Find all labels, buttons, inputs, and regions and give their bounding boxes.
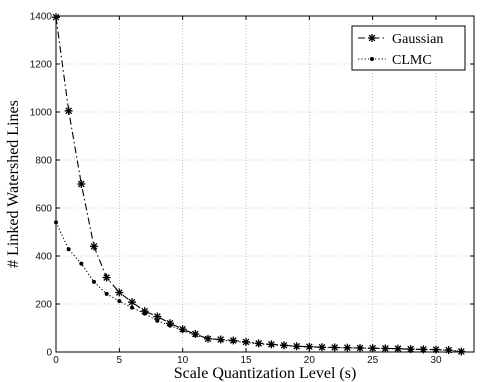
- data-point: [370, 57, 374, 61]
- data-point: [52, 13, 60, 22]
- series-group: [52, 13, 466, 356]
- x-tick-label: 0: [53, 355, 59, 366]
- data-point: [421, 347, 426, 352]
- data-point: [383, 346, 388, 351]
- data-point: [282, 343, 286, 348]
- y-tick-label: 600: [35, 204, 52, 215]
- y-tick-label: 0: [46, 348, 52, 359]
- x-tick-label: 25: [367, 355, 379, 366]
- x-tick-label: 10: [177, 355, 189, 366]
- data-point: [370, 346, 375, 351]
- x-tick-label: 15: [240, 355, 252, 366]
- legend: Gaussian CLMC: [351, 25, 466, 71]
- legend-item-clmc: CLMC: [358, 53, 432, 68]
- y-axis-label: # Linked Watershed Lines: [5, 100, 22, 268]
- data-point: [368, 34, 376, 42]
- data-point: [180, 328, 185, 333]
- data-point: [193, 333, 198, 338]
- data-point: [77, 180, 86, 188]
- data-point: [115, 288, 124, 297]
- data-point: [294, 344, 299, 349]
- data-point: [128, 298, 136, 307]
- data-point: [64, 106, 73, 115]
- data-point: [206, 336, 210, 341]
- legend-box: [351, 25, 466, 71]
- data-point: [90, 242, 98, 251]
- data-point: [332, 345, 337, 350]
- data-point: [358, 346, 362, 351]
- y-tick-label: 800: [35, 156, 52, 167]
- data-point: [244, 340, 248, 345]
- data-point: [54, 220, 58, 225]
- data-point: [446, 348, 451, 353]
- legend-label: Gaussian: [392, 32, 443, 47]
- series-line: [55, 222, 462, 353]
- y-tick-label: 1400: [30, 12, 53, 23]
- y-tick-label: 200: [35, 300, 52, 311]
- x-tick-label: 20: [304, 355, 316, 366]
- data-point: [79, 261, 84, 266]
- data-point: [104, 291, 109, 296]
- data-point: [102, 273, 111, 282]
- series-clmc: [54, 220, 464, 354]
- data-point: [231, 339, 236, 344]
- data-point: [66, 247, 71, 252]
- data-point: [408, 347, 413, 352]
- data-point: [396, 346, 400, 351]
- x-tick-label: 5: [117, 355, 123, 366]
- data-point: [130, 305, 134, 310]
- data-point: [168, 323, 172, 328]
- data-point: [459, 349, 464, 354]
- data-point: [218, 338, 223, 342]
- data-point: [345, 345, 350, 350]
- y-tick-label: 1000: [30, 108, 53, 119]
- x-axis-label: Scale Quantization Level (s): [174, 365, 357, 382]
- legend-label: CLMC: [392, 53, 432, 68]
- plot-frame: [55, 15, 475, 353]
- data-point: [307, 344, 312, 349]
- data-point: [117, 299, 122, 304]
- data-point: [142, 311, 147, 316]
- data-point: [92, 279, 96, 284]
- y-tick-label: 1200: [30, 60, 53, 71]
- legend-item-gaussian: Gaussian: [358, 32, 443, 47]
- x-tick-label: 30: [430, 355, 442, 366]
- data-point: [269, 342, 274, 347]
- y-tick-label: 400: [35, 252, 52, 263]
- data-point: [434, 347, 438, 352]
- data-point: [256, 341, 261, 346]
- data-point: [320, 345, 324, 350]
- data-point: [155, 318, 160, 323]
